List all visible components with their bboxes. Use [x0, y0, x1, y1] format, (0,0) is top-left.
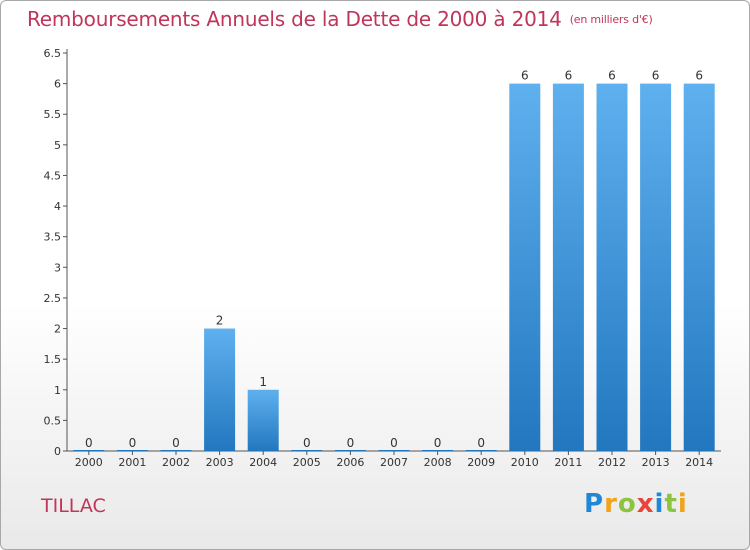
- y-tick-label: 0.5: [44, 414, 62, 427]
- y-tick-label: 1: [54, 384, 61, 397]
- bar-2008: [422, 450, 454, 451]
- x-tick-label: 2006: [336, 456, 364, 469]
- x-tick-label: 2002: [162, 456, 190, 469]
- bar-2014: [683, 83, 715, 451]
- x-tick-label: 2012: [598, 456, 626, 469]
- y-tick-label: 5.5: [44, 108, 62, 121]
- data-label-2009: 0: [477, 436, 485, 450]
- data-label-2004: 1: [259, 375, 267, 389]
- y-tick-label: 2: [54, 323, 61, 336]
- bar-2005: [291, 450, 323, 451]
- commune-name: TILLAC: [41, 495, 106, 517]
- data-label-2003: 2: [216, 314, 224, 328]
- logo-letter: x: [636, 489, 655, 519]
- data-label-2013: 6: [652, 69, 660, 83]
- x-tick-label: 2003: [206, 456, 234, 469]
- y-tick-label: 6: [54, 78, 61, 91]
- y-tick-label: 5: [54, 139, 61, 152]
- chart-subtitle: (en milliers d'€): [569, 13, 653, 26]
- chart-title: Remboursements Annuels de la Dette de 20…: [27, 7, 653, 31]
- logo-letter: i: [677, 489, 688, 519]
- x-tick-label: 2011: [554, 456, 582, 469]
- logo-letter: P: [584, 489, 605, 519]
- y-tick-label: 4: [54, 200, 61, 213]
- data-label-2002: 0: [172, 436, 180, 450]
- data-label-2011: 6: [565, 69, 573, 83]
- x-tick-label: 2008: [424, 456, 452, 469]
- x-tick-label: 2014: [685, 456, 713, 469]
- y-tick-label: 1.5: [44, 353, 62, 366]
- data-label-2006: 0: [347, 436, 355, 450]
- bar-2001: [116, 450, 148, 451]
- bar-2012: [596, 83, 628, 451]
- bar-2013: [640, 83, 672, 451]
- x-tick-label: 2000: [75, 456, 103, 469]
- y-tick-label: 3: [54, 261, 61, 274]
- bar-2006: [334, 450, 366, 451]
- x-tick-label: 2007: [380, 456, 408, 469]
- x-tick-label: 2001: [118, 456, 146, 469]
- bar-2010: [509, 83, 541, 451]
- x-tick-label: 2005: [293, 456, 321, 469]
- proxiti-logo: Proxiti: [584, 489, 688, 519]
- bar-2007: [378, 450, 410, 451]
- x-tick-label: 2013: [642, 456, 670, 469]
- y-tick-label: 3.5: [44, 231, 62, 244]
- data-label-2001: 0: [129, 436, 137, 450]
- x-tick-label: 2009: [467, 456, 495, 469]
- logo-letter: i: [654, 489, 665, 519]
- data-label-2014: 6: [695, 69, 703, 83]
- chart-title-text: Remboursements Annuels de la Dette de 20…: [27, 7, 562, 31]
- logo-letter: o: [617, 489, 637, 519]
- y-tick-label: 0: [54, 445, 61, 458]
- y-tick-label: 6.5: [44, 47, 62, 60]
- x-tick-label: 2004: [249, 456, 277, 469]
- bar-2003: [204, 328, 236, 451]
- y-tick-label: 4.5: [44, 169, 62, 182]
- y-tick-label: 2.5: [44, 292, 62, 305]
- data-label-2007: 0: [390, 436, 398, 450]
- data-label-2005: 0: [303, 436, 311, 450]
- bar-2009: [465, 450, 497, 451]
- bar-2000: [73, 450, 105, 451]
- bar-2002: [160, 450, 192, 451]
- data-label-2008: 0: [434, 436, 442, 450]
- data-label-2000: 0: [85, 436, 93, 450]
- bar-2011: [552, 83, 584, 451]
- data-label-2012: 6: [608, 69, 616, 83]
- logo-letter: t: [664, 489, 678, 519]
- data-label-2010: 6: [521, 69, 529, 83]
- bar-2004: [247, 389, 279, 451]
- logo-letter: r: [604, 489, 618, 519]
- x-tick-label: 2010: [511, 456, 539, 469]
